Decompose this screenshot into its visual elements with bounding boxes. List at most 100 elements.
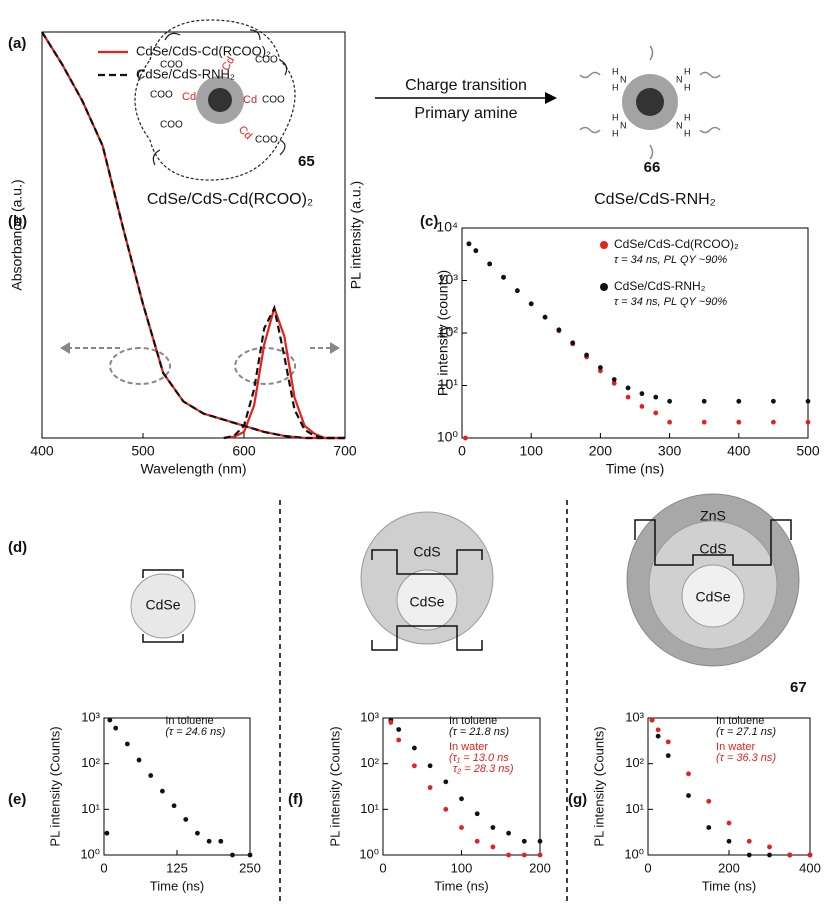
amine-atom: H <box>612 82 619 92</box>
legend-label: CdSe/CdS-Cd(RCOO)₂ <box>136 43 271 58</box>
point <box>556 327 562 333</box>
x-tick-label: 0 <box>458 443 466 459</box>
legend-dot <box>600 241 608 249</box>
point <box>463 435 468 441</box>
point <box>487 261 493 267</box>
x-tick-label: 0 <box>379 860 386 875</box>
amine-atom: H <box>684 112 691 122</box>
x-tick-label: 400 <box>727 443 751 459</box>
cd-label: Cd <box>243 94 257 106</box>
y-tick-label: 10⁰ <box>80 846 100 861</box>
point <box>726 838 732 844</box>
point <box>805 398 811 404</box>
point <box>218 838 224 844</box>
legend-dot <box>600 283 608 291</box>
series <box>104 717 253 858</box>
legend-label: CdSe/CdS-RNH₂ <box>614 279 706 293</box>
y-tick-label: 10¹ <box>81 801 100 816</box>
point <box>625 394 631 400</box>
y-tick-label: 10³ <box>81 709 100 724</box>
legend-label: In toluene <box>716 715 764 727</box>
y-tick-label: 10² <box>438 324 459 340</box>
material-label: CdSe <box>409 594 444 610</box>
point <box>653 394 659 400</box>
point <box>474 811 480 817</box>
arrow-head <box>545 92 557 104</box>
point <box>148 773 154 778</box>
point <box>107 717 113 723</box>
series <box>649 717 813 858</box>
point <box>771 419 776 425</box>
point <box>611 377 617 382</box>
point <box>726 820 732 826</box>
y-tick-label: 10³ <box>625 709 644 724</box>
bracket <box>371 549 483 651</box>
point <box>736 419 742 425</box>
point <box>686 793 691 798</box>
ligand-label: COO <box>255 135 278 146</box>
point <box>124 741 130 747</box>
panel-label: (b) <box>8 213 27 230</box>
panel-label: (c) <box>420 213 438 230</box>
point <box>396 737 402 743</box>
point <box>639 403 645 409</box>
ligand-label: COO <box>262 95 285 106</box>
amine-atom: N <box>676 74 683 84</box>
plot-frame <box>382 717 541 856</box>
point <box>655 733 661 739</box>
x-tick-label: 200 <box>589 443 613 459</box>
x-axis-label: Wavelength (nm) <box>140 461 246 477</box>
absorbance-curve <box>41 31 345 440</box>
point <box>807 852 813 858</box>
point <box>805 419 811 425</box>
point <box>206 838 212 844</box>
compound-number: 65 <box>298 153 315 170</box>
guide-ellipse <box>234 347 296 385</box>
core <box>396 569 458 631</box>
x-tick-label: 400 <box>30 443 54 459</box>
point <box>104 830 110 836</box>
material-label: CdS <box>699 541 726 557</box>
arrow-head <box>60 342 70 354</box>
x-axis-label: Time (ns) <box>702 878 756 893</box>
legend-note: (τ = 27.1 ns) <box>716 726 776 738</box>
x-tick-label: 500 <box>796 443 820 459</box>
panel-label: (f) <box>288 791 303 808</box>
y-tick-label: 10¹ <box>625 801 644 816</box>
legend-note: τ = 34 ns, PL QY ~90% <box>614 254 727 266</box>
legend-label: In water <box>716 741 755 753</box>
y-tick-label: 10² <box>625 755 644 770</box>
y-tick-label: 10¹ <box>438 376 459 392</box>
point <box>706 798 712 804</box>
point <box>443 806 449 812</box>
panel-label: (g) <box>568 791 587 808</box>
point <box>506 852 511 858</box>
x-tick-label: 400 <box>799 860 821 875</box>
x-tick-label: 300 <box>658 443 682 459</box>
material-label: ZnS <box>700 508 726 524</box>
panel-label: (d) <box>8 539 27 556</box>
x-tick-label: 100 <box>451 860 473 875</box>
material-label: CdS <box>413 544 440 560</box>
y-tick-label: 10³ <box>438 271 459 287</box>
legend-note: τ = 34 ns, PL QY ~90% <box>614 296 727 308</box>
y-axis-label: PL intensity (Counts) <box>327 726 342 846</box>
legend-note: (τ₁ = 13.0 ns <box>449 752 509 764</box>
point <box>706 825 712 830</box>
ligand-label: COO <box>150 90 173 101</box>
arrow-label: Charge transition <box>405 77 527 94</box>
point <box>136 757 142 763</box>
legend-label: In toluene <box>449 715 497 727</box>
point <box>412 763 417 769</box>
point <box>466 241 472 247</box>
legend-note: (τ = 21.8 ns) <box>449 726 509 738</box>
y2-axis-label: PL intensity (a.u.) <box>348 181 364 289</box>
cd-label: Cd <box>236 124 254 142</box>
x-tick-label: 200 <box>529 860 551 875</box>
point <box>701 398 707 404</box>
point <box>412 745 417 751</box>
point <box>787 852 793 858</box>
x-tick-label: 0 <box>100 860 107 875</box>
y-tick-label: 10² <box>81 755 100 770</box>
point <box>473 248 479 254</box>
